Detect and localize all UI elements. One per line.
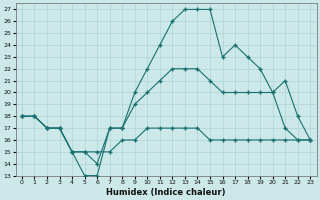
X-axis label: Humidex (Indice chaleur): Humidex (Indice chaleur) — [106, 188, 226, 197]
